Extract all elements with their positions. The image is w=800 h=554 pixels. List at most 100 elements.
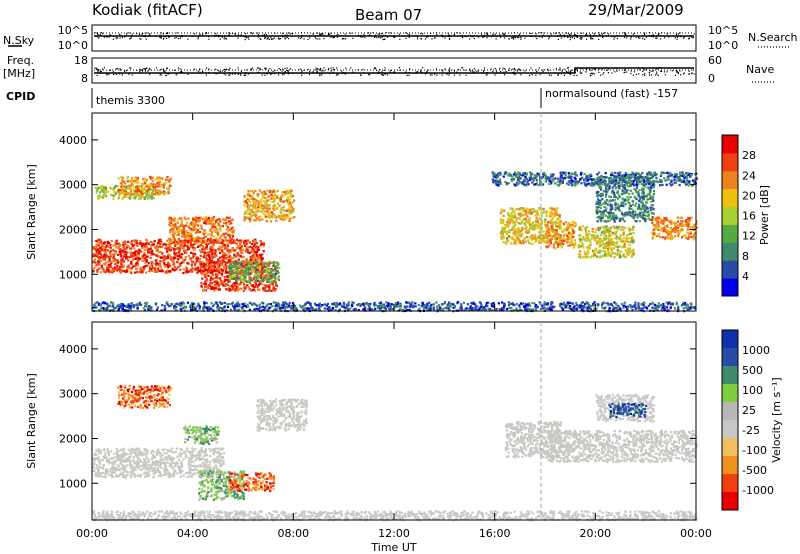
scatter-cell	[218, 263, 221, 266]
scatter-cell	[222, 284, 225, 287]
scatter-cell	[100, 266, 103, 269]
scatter-cell	[157, 242, 160, 245]
scatter-cell	[159, 177, 162, 181]
scatter-cell	[207, 286, 210, 289]
scatter-cell	[242, 266, 245, 269]
scatter-cell	[506, 220, 509, 223]
scatter-cell	[281, 195, 284, 198]
scatter-cell	[584, 256, 587, 259]
scatter-cell	[227, 226, 230, 229]
scatter-cell	[241, 248, 244, 251]
scatter-cell	[213, 261, 216, 264]
scatter-cell	[288, 203, 291, 206]
noise-sample	[378, 36, 380, 38]
scatter-cell	[143, 257, 146, 260]
scatter-cell	[185, 251, 188, 254]
scatter-cell	[116, 261, 119, 264]
scatter-cell	[145, 259, 148, 262]
scatter-cell	[136, 244, 139, 247]
scatter-cell	[558, 222, 561, 225]
scatter-cell	[287, 199, 291, 202]
scatter-cell	[616, 249, 619, 252]
noise-sample	[643, 32, 645, 34]
scatter-cell	[580, 229, 583, 232]
scatter-cell	[276, 189, 279, 193]
scatter-cell	[202, 233, 205, 236]
noise-sample	[316, 35, 318, 37]
scatter-cell	[283, 191, 286, 194]
scatter-cell	[136, 253, 139, 257]
scatter-cell	[598, 256, 601, 259]
scatter-cell	[545, 215, 549, 218]
scatter-cell	[579, 234, 582, 237]
scatter-cell	[274, 268, 277, 271]
scatter-cell	[171, 259, 174, 262]
freq-sample	[638, 73, 640, 75]
scatter-cell	[136, 264, 139, 267]
noise-sample	[518, 37, 520, 39]
scatter-cell	[502, 237, 505, 240]
scatter-cell	[257, 203, 260, 206]
scatter-cell	[214, 252, 217, 255]
noise-sample	[106, 36, 108, 38]
scatter-cell	[202, 264, 205, 267]
scatter-cell	[231, 233, 235, 236]
scatter-cell	[501, 226, 504, 229]
scatter-cell	[255, 202, 259, 205]
scatter-cell	[189, 222, 192, 225]
freq-sample	[571, 69, 573, 71]
freq-sample	[228, 69, 230, 71]
freq-sample	[602, 73, 604, 75]
scatter-cell	[258, 288, 261, 291]
scatter-cell	[239, 244, 242, 247]
noise-sample	[341, 35, 343, 37]
scatter-cell	[643, 185, 646, 188]
freq-sample	[162, 68, 164, 70]
scatter-cell	[251, 194, 254, 197]
scatter-cell	[275, 270, 278, 273]
scatter-cell	[239, 255, 242, 258]
scatter-cell	[110, 193, 113, 196]
scatter-cell	[193, 222, 196, 226]
freq-sample	[243, 74, 245, 76]
scatter-cell	[171, 233, 174, 236]
scatter-cell	[607, 250, 610, 253]
freq-sample	[431, 74, 433, 76]
freq-sample	[398, 67, 401, 69]
scatter-cell	[515, 236, 519, 239]
scatter-cell	[217, 234, 220, 237]
scatter-cell	[559, 225, 562, 228]
noise-sample	[465, 36, 467, 38]
scatter-cell	[119, 252, 122, 255]
nave-tick-high: 60	[708, 54, 722, 67]
scatter-cell	[538, 217, 541, 220]
scatter-cell	[537, 234, 540, 237]
noise-sample	[688, 37, 690, 39]
noise-sample	[693, 33, 695, 35]
noise-sample	[677, 33, 679, 35]
freq-sample	[145, 67, 147, 69]
scatter-cell	[167, 253, 170, 256]
noise-sample	[328, 32, 330, 34]
scatter-cell	[573, 239, 576, 242]
scatter-cell	[159, 260, 162, 263]
scatter-cell	[228, 259, 231, 262]
noise-sample	[431, 38, 433, 40]
scatter-cell	[144, 265, 147, 268]
scatter-cell	[183, 244, 187, 247]
noise-sample	[240, 34, 242, 37]
scatter-cell	[525, 229, 529, 232]
scatter-cell	[514, 242, 517, 245]
scatter-cell	[594, 228, 597, 231]
noise-sample	[381, 35, 383, 37]
noise-sample	[563, 34, 565, 36]
freq-sample	[593, 73, 595, 75]
scatter-cell	[227, 233, 230, 236]
noise-sample	[167, 32, 169, 35]
noise-sample	[676, 38, 678, 40]
scatter-cell	[614, 201, 617, 205]
scatter-cell	[115, 266, 118, 269]
scatter-cell	[113, 249, 116, 253]
scatter-cell	[188, 228, 191, 231]
scatter-cell	[254, 246, 258, 249]
